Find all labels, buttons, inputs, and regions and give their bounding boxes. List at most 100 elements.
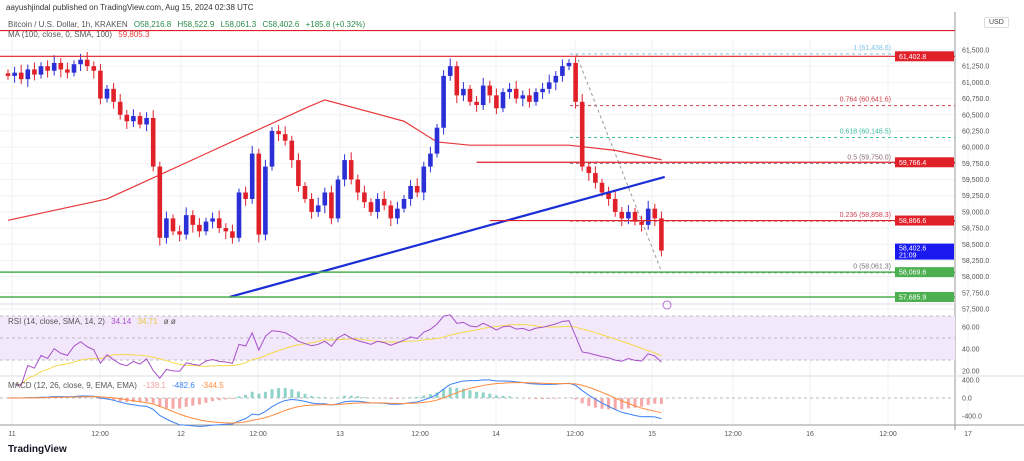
candle (249, 153, 255, 199)
macd-histogram-bar (422, 395, 426, 398)
candle (98, 70, 103, 99)
candle (599, 182, 605, 193)
candle (124, 114, 130, 122)
fib-label: 0.618 (60,148.5) (840, 129, 891, 136)
candle (58, 62, 64, 70)
macd-histogram-bar (244, 394, 248, 398)
candle (269, 130, 275, 167)
candle (289, 140, 295, 161)
macd-histogram-bar (296, 391, 300, 398)
candle (210, 218, 215, 222)
macd-histogram-bar (178, 398, 182, 409)
candle (593, 173, 598, 183)
macd-histogram-bar (349, 395, 353, 398)
candle (315, 205, 321, 212)
price-tag (895, 292, 954, 303)
x-tick-label: 14 (492, 431, 500, 438)
macd-histogram-bar (138, 398, 142, 403)
macd-histogram-bar (587, 398, 591, 406)
countdown-label: 21:09 (899, 253, 917, 260)
candle (45, 66, 50, 71)
x-tick-label: 17 (964, 431, 972, 438)
candle (157, 166, 163, 238)
candle (659, 218, 664, 251)
macd-histogram-bar (514, 397, 518, 398)
y-tick-label: 61,500.0 (962, 48, 989, 55)
macd-histogram-bar (263, 391, 267, 398)
candle (447, 66, 453, 76)
fib-label: 0.764 (60,641.6) (840, 97, 891, 104)
tradingview-logo[interactable]: TradingView (8, 444, 67, 455)
symbol-name: Bitcoin / U.S. Dollar, 1h, KRAKEN (8, 20, 128, 29)
currency-button[interactable]: USD (984, 17, 1009, 28)
y-tick-label: 58,000.0 (962, 274, 989, 281)
macd-histogram-bar (171, 398, 175, 409)
rsi-tick-label: 40.00 (962, 347, 980, 354)
y-tick-label: 59,500.0 (962, 177, 989, 184)
change-value: +185.8 (+0.32%) (305, 20, 366, 29)
macd-histogram-bar (356, 396, 360, 398)
candle (38, 66, 44, 75)
candle (546, 82, 552, 89)
candle (12, 72, 17, 76)
macd-histogram-bar (290, 389, 294, 398)
rsi-legend: RSI (14, close, SMA, 14, 2) 34.14 34.71 … (8, 317, 176, 326)
macd-tick-label: 0.0 (962, 396, 972, 403)
x-tick-label: 12:00 (91, 431, 109, 438)
macd-histogram-bar (224, 398, 228, 400)
rsi-value: 34.14 (111, 317, 132, 326)
candle (296, 160, 301, 186)
candle (263, 166, 268, 235)
candle (626, 211, 631, 219)
rsi-extra: ø ø (163, 317, 176, 326)
price-tag (895, 215, 954, 226)
candle (632, 211, 638, 222)
macd-histogram-bar (151, 398, 155, 404)
candle (487, 85, 493, 96)
price-tag-label: 57,685.9 (899, 295, 926, 302)
candle (131, 116, 136, 122)
candle (282, 134, 288, 141)
x-tick-label: 12:00 (879, 431, 897, 438)
candle (183, 215, 189, 235)
candle (137, 116, 143, 125)
rsi-line (14, 314, 662, 386)
x-tick-label: 11 (8, 431, 15, 438)
y-tick-label: 60,250.0 (962, 128, 989, 135)
macd-line-value: -482.6 (172, 381, 195, 390)
candle (216, 218, 222, 229)
macd-histogram-bar (547, 398, 551, 399)
macd-signal-value: -344.5 (201, 381, 224, 390)
candle (144, 117, 149, 125)
macd-histogram-bar (409, 397, 413, 398)
y-tick-label: 59,750.0 (962, 161, 989, 168)
macd-histogram-bar (527, 398, 531, 399)
candle (71, 64, 77, 73)
macd-histogram-bar (574, 398, 578, 400)
x-tick-label: 12:00 (566, 431, 584, 438)
macd-label: MACD (12, 26, close, 9, EMA, EMA) (8, 381, 137, 390)
y-tick-label: 58,500.0 (962, 242, 989, 249)
price-tag-label: 58,866.6 (899, 218, 926, 225)
candle (230, 231, 235, 238)
candle (474, 101, 479, 106)
candle (513, 88, 519, 99)
candle (348, 160, 354, 180)
macd-histogram-bar (72, 397, 76, 398)
y-tick-label: 61,250.0 (962, 64, 989, 71)
macd-histogram-bar (541, 398, 545, 400)
x-tick-label: 12 (177, 431, 185, 438)
macd-histogram-bar (191, 398, 195, 406)
candle (533, 92, 539, 102)
macd-histogram-bar (494, 395, 498, 398)
trend-line (229, 175, 665, 299)
macd-histogram-bar (217, 398, 221, 401)
candle (645, 208, 651, 225)
candle (553, 75, 559, 83)
candle (454, 66, 460, 96)
macd-histogram-bar (112, 398, 116, 401)
candle (388, 205, 394, 219)
ma-line (7, 99, 662, 221)
macd-tick-label: -400.0 (962, 414, 982, 421)
